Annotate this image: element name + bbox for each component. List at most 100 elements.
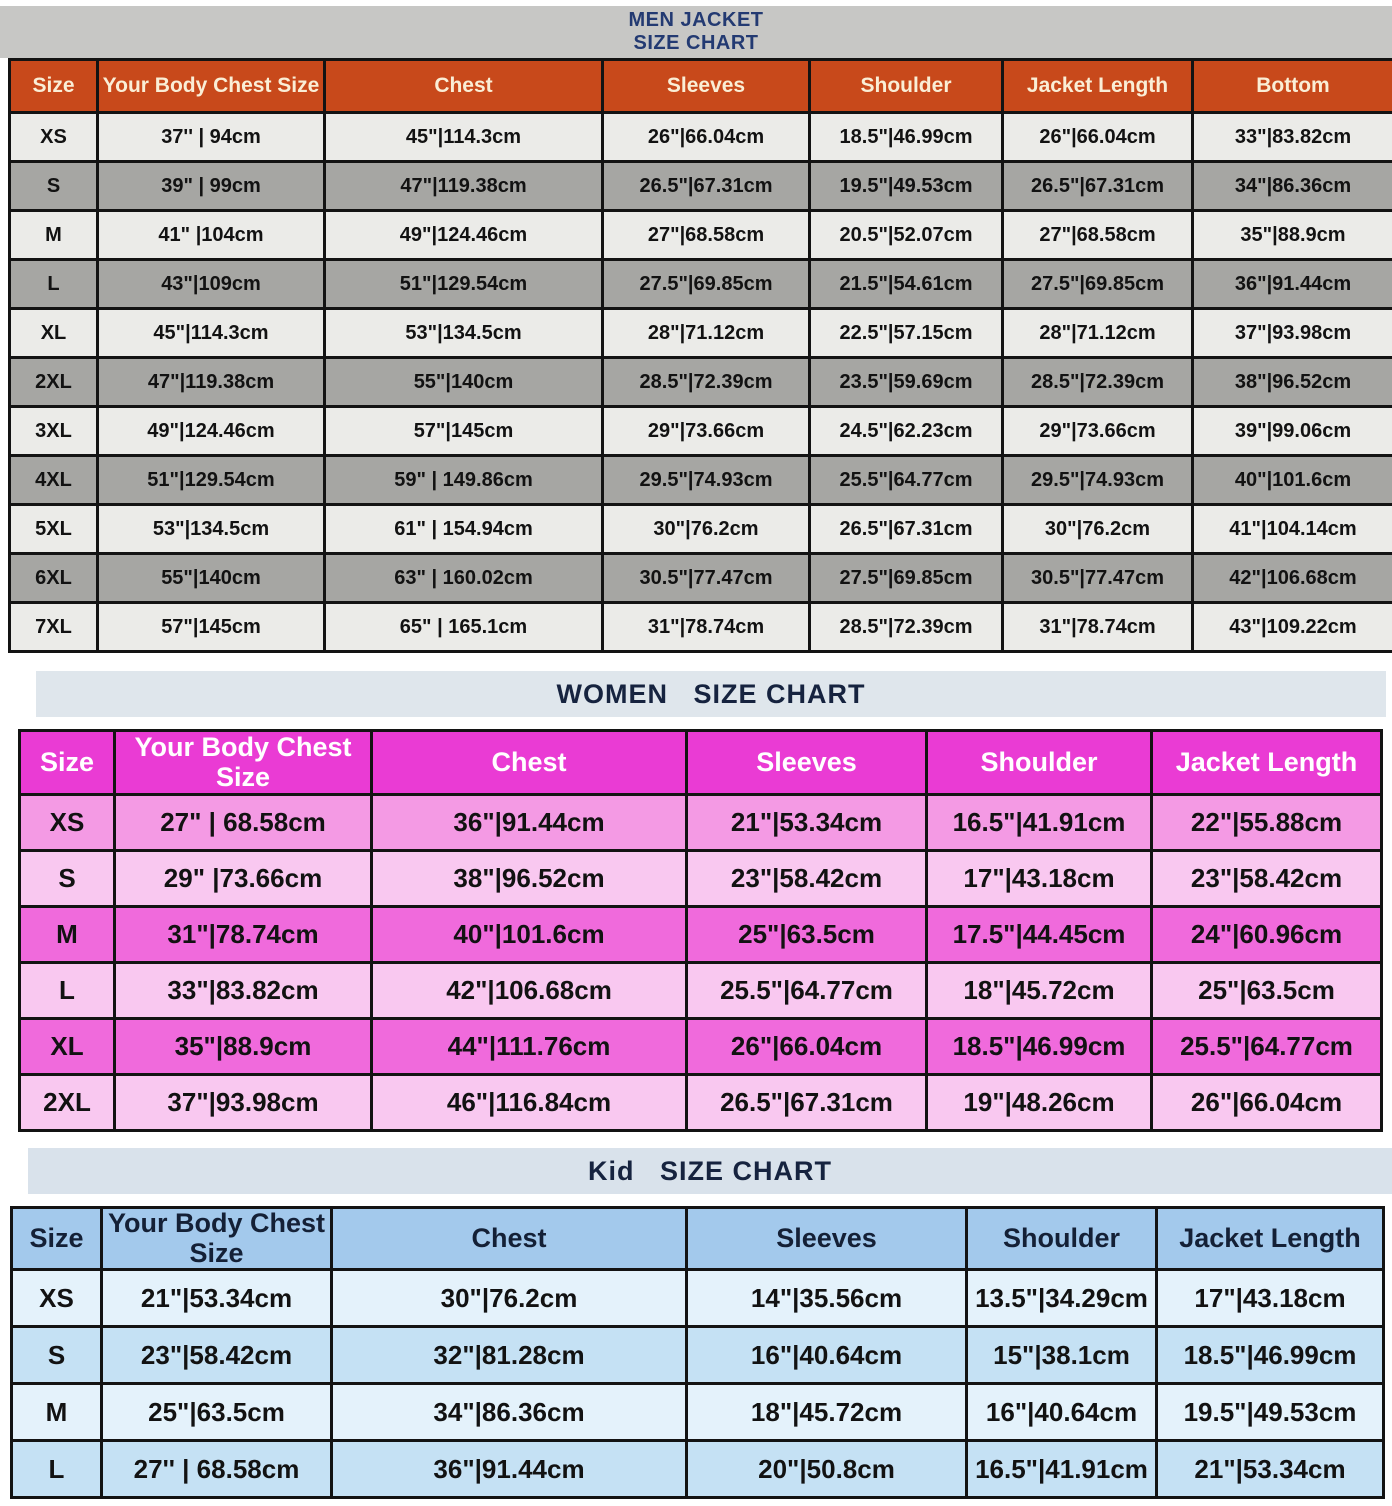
measurement-cell: 55"|140cm [98, 554, 325, 603]
measurement-cell: 30.5"|77.47cm [1003, 554, 1193, 603]
measurement-cell: 29"|73.66cm [603, 407, 810, 456]
measurement-cell: 61" | 154.94cm [325, 505, 603, 554]
measurement-cell: 49"|124.46cm [98, 407, 325, 456]
measurement-cell: 20"|50.8cm [687, 1441, 967, 1498]
measurement-cell: 26.5"|67.31cm [603, 162, 810, 211]
measurement-cell: 26.5"|67.31cm [687, 1075, 927, 1131]
column-header: Size [20, 731, 115, 795]
measurement-cell: 30.5"|77.47cm [603, 554, 810, 603]
measurement-cell: 43"|109cm [98, 260, 325, 309]
measurement-cell: 24.5"|62.23cm [810, 407, 1003, 456]
measurement-cell: 29" |73.66cm [115, 851, 372, 907]
measurement-cell: 38"|96.52cm [1193, 358, 1392, 407]
measurement-cell: 32"|81.28cm [332, 1327, 687, 1384]
measurement-cell: 26.5"|67.31cm [1003, 162, 1193, 211]
column-header: Your Body Chest Size [102, 1208, 332, 1270]
column-header: Jacket Length [1152, 731, 1382, 795]
size-label-cell: XS [20, 795, 115, 851]
size-label-cell: 2XL [20, 1075, 115, 1131]
measurement-cell: 13.5"|34.29cm [967, 1270, 1157, 1327]
column-header: Size [10, 60, 98, 113]
measurement-cell: 31"|78.74cm [1003, 603, 1193, 652]
measurement-cell: 51"|129.54cm [98, 456, 325, 505]
size-label-cell: M [20, 907, 115, 963]
column-header: Shoulder [967, 1208, 1157, 1270]
measurement-cell: 27.5"|69.85cm [603, 260, 810, 309]
measurement-cell: 37"|93.98cm [1193, 309, 1392, 358]
column-header: Sleeves [687, 731, 927, 795]
size-label-cell: XL [20, 1019, 115, 1075]
measurement-cell: 29"|73.66cm [1003, 407, 1193, 456]
measurement-cell: 21"|53.34cm [102, 1270, 332, 1327]
measurement-cell: 21"|53.34cm [1157, 1441, 1384, 1498]
men-chart-title: MEN JACKET SIZE CHART [0, 6, 1392, 58]
measurement-cell: 34"|86.36cm [1193, 162, 1392, 211]
measurement-cell: 30"|76.2cm [603, 505, 810, 554]
measurement-cell: 28"|71.12cm [603, 309, 810, 358]
measurement-cell: 45"|114.3cm [98, 309, 325, 358]
measurement-cell: 15"|38.1cm [967, 1327, 1157, 1384]
measurement-cell: 39" | 99cm [98, 162, 325, 211]
measurement-cell: 36"|91.44cm [332, 1441, 687, 1498]
measurement-cell: 30"|76.2cm [332, 1270, 687, 1327]
measurement-cell: 25"|63.5cm [687, 907, 927, 963]
measurement-cell: 37'' | 94cm [98, 113, 325, 162]
measurement-cell: 51"|129.54cm [325, 260, 603, 309]
women-chart-title: WOMEN SIZE CHART [36, 671, 1386, 717]
measurement-cell: 19.5"|49.53cm [810, 162, 1003, 211]
measurement-cell: 19.5"|49.53cm [1157, 1384, 1384, 1441]
measurement-cell: 57"|145cm [98, 603, 325, 652]
size-label-cell: S [10, 162, 98, 211]
measurement-cell: 33"|83.82cm [1193, 113, 1392, 162]
size-label-cell: 7XL [10, 603, 98, 652]
measurement-cell: 55"|140cm [325, 358, 603, 407]
measurement-cell: 27"|68.58cm [1003, 211, 1193, 260]
size-label-cell: S [12, 1327, 102, 1384]
column-header: Chest [325, 60, 603, 113]
measurement-cell: 18"|45.72cm [687, 1384, 967, 1441]
measurement-cell: 16.5"|41.91cm [967, 1441, 1157, 1498]
measurement-cell: 26"|66.04cm [687, 1019, 927, 1075]
measurement-cell: 37"|93.98cm [115, 1075, 372, 1131]
measurement-cell: 18.5"|46.99cm [1157, 1327, 1384, 1384]
size-label-cell: XL [10, 309, 98, 358]
measurement-cell: 63" | 160.02cm [325, 554, 603, 603]
column-header: Jacket Length [1157, 1208, 1384, 1270]
size-label-cell: M [12, 1384, 102, 1441]
measurement-cell: 23.5"|59.69cm [810, 358, 1003, 407]
measurement-cell: 41"|104.14cm [1193, 505, 1392, 554]
measurement-cell: 16"|40.64cm [687, 1327, 967, 1384]
measurement-cell: 28.5"|72.39cm [810, 603, 1003, 652]
column-header: Sleeves [603, 60, 810, 113]
measurement-cell: 65" | 165.1cm [325, 603, 603, 652]
measurement-cell: 17"|43.18cm [1157, 1270, 1384, 1327]
measurement-cell: 18.5"|46.99cm [810, 113, 1003, 162]
measurement-cell: 17"|43.18cm [927, 851, 1152, 907]
measurement-cell: 19"|48.26cm [927, 1075, 1152, 1131]
measurement-cell: 26"|66.04cm [1003, 113, 1193, 162]
size-label-cell: XS [12, 1270, 102, 1327]
column-header: Your Body Chest Size [115, 731, 372, 795]
column-header: Shoulder [810, 60, 1003, 113]
column-header: Bottom [1193, 60, 1392, 113]
size-label-cell: S [20, 851, 115, 907]
measurement-cell: 24"|60.96cm [1152, 907, 1382, 963]
size-label-cell: L [12, 1441, 102, 1498]
